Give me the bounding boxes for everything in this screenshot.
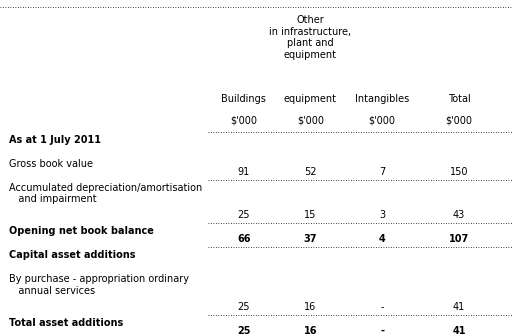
Text: 25: 25 — [238, 210, 250, 220]
Text: 52: 52 — [304, 167, 317, 177]
Text: 43: 43 — [453, 210, 465, 220]
Text: 41: 41 — [452, 326, 466, 334]
Text: Total: Total — [448, 94, 470, 104]
Text: 37: 37 — [304, 234, 317, 244]
Text: By purchase - appropriation ordinary
   annual services: By purchase - appropriation ordinary ann… — [9, 274, 189, 296]
Text: $'000: $'000 — [446, 115, 472, 125]
Text: 25: 25 — [237, 326, 250, 334]
Text: 16: 16 — [304, 302, 317, 312]
Text: $'000: $'000 — [297, 115, 324, 125]
Text: $'000: $'000 — [230, 115, 257, 125]
Text: -: - — [380, 326, 384, 334]
Text: 150: 150 — [450, 167, 468, 177]
Text: Intangibles: Intangibles — [355, 94, 409, 104]
Text: Capital asset additions: Capital asset additions — [9, 250, 136, 260]
Text: Other
in infrastructure,
plant and
equipment: Other in infrastructure, plant and equip… — [269, 15, 351, 60]
Text: 3: 3 — [379, 210, 385, 220]
Text: $'000: $'000 — [369, 115, 396, 125]
Text: 4: 4 — [379, 234, 386, 244]
Text: Gross book value: Gross book value — [9, 159, 93, 169]
Text: 15: 15 — [304, 210, 317, 220]
Text: 91: 91 — [238, 167, 250, 177]
Text: Opening net book balance: Opening net book balance — [9, 226, 154, 236]
Text: Total asset additions: Total asset additions — [9, 318, 124, 328]
Text: 16: 16 — [304, 326, 317, 334]
Text: 107: 107 — [449, 234, 469, 244]
Text: 66: 66 — [237, 234, 250, 244]
Text: equipment: equipment — [284, 94, 337, 104]
Text: 25: 25 — [238, 302, 250, 312]
Text: 41: 41 — [453, 302, 465, 312]
Text: -: - — [381, 302, 384, 312]
Text: 7: 7 — [379, 167, 385, 177]
Text: Accumulated depreciation/amortisation
   and impairment: Accumulated depreciation/amortisation an… — [9, 183, 203, 204]
Text: Buildings: Buildings — [221, 94, 266, 104]
Text: As at 1 July 2011: As at 1 July 2011 — [9, 135, 101, 145]
